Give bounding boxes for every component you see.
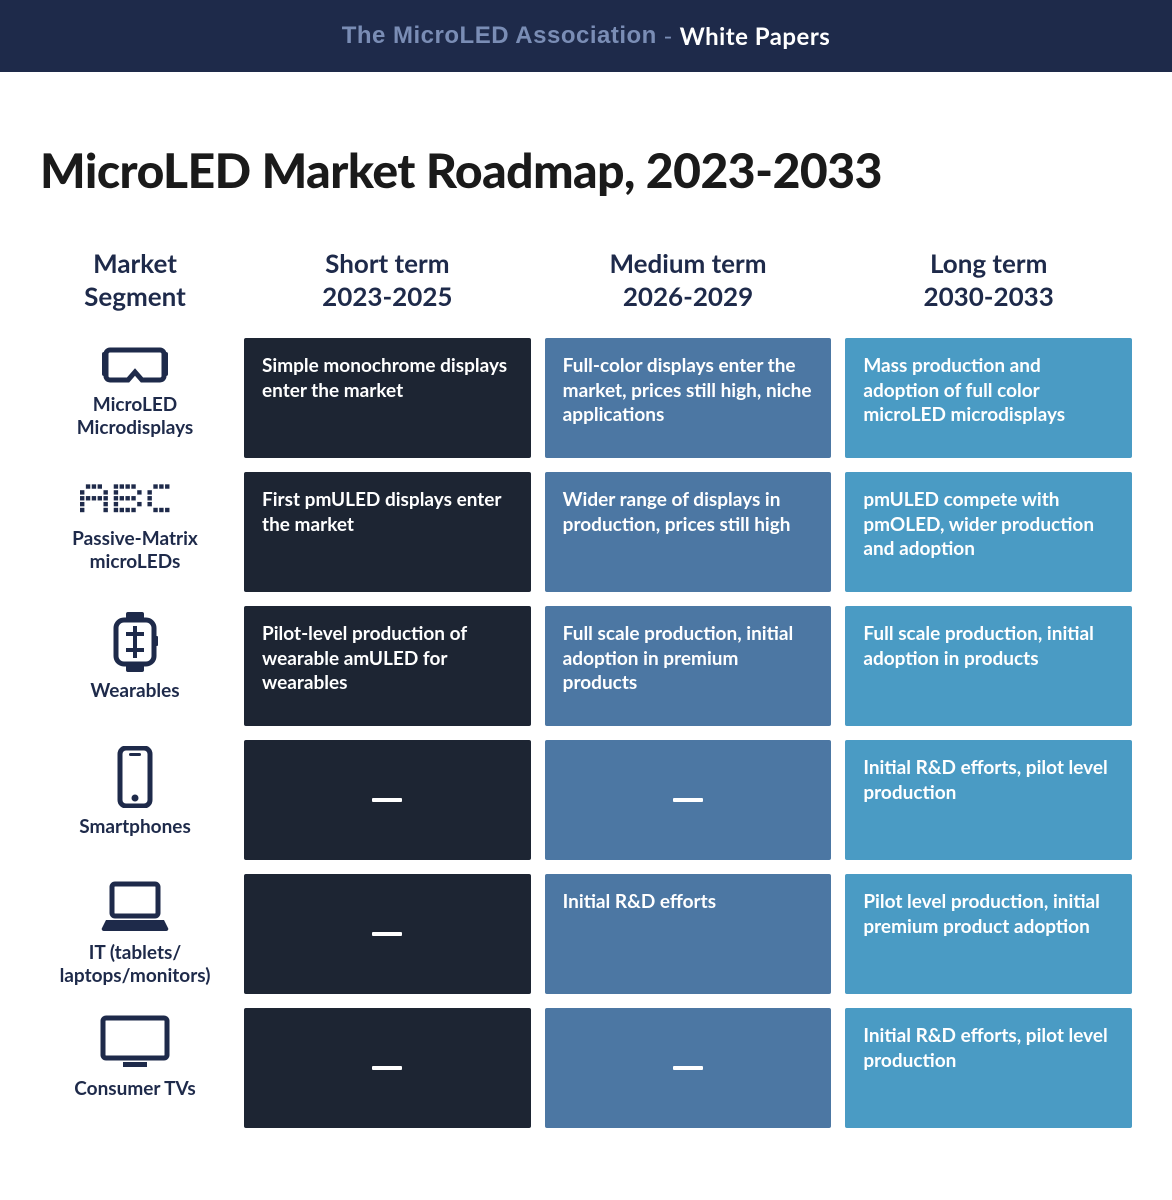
column-header-term: Long term2030-2033 <box>845 247 1132 324</box>
header-prefix: The MicroLED Association <box>342 22 657 50</box>
dash-icon <box>372 1066 402 1070</box>
roadmap-cell: Initial R&D efforts, pilot level product… <box>845 1008 1132 1128</box>
laptop-icon <box>100 880 170 942</box>
roadmap-cell: Full scale production, initial adoption … <box>845 606 1132 726</box>
roadmap-cell-text: Pilot-level production of wearable amULE… <box>262 622 467 694</box>
segment-label: Passive-Matrix microLEDs <box>72 528 198 574</box>
roadmap-cell: First pmULED displays enter the market <box>244 472 531 592</box>
segment-label-cell: Consumer TVs <box>40 1008 230 1128</box>
segment-label-cell: Wearables <box>40 606 230 726</box>
roadmap-cell <box>244 1008 531 1128</box>
dash-icon <box>673 798 703 802</box>
roadmap-cell: Mass production and adoption of full col… <box>845 338 1132 458</box>
roadmap-cell-text: Full-color displays enter the market, pr… <box>563 354 812 426</box>
segment-label: Consumer TVs <box>74 1078 195 1101</box>
roadmap-cell: Full scale production, initial adoption … <box>545 606 832 726</box>
column-header-line2: 2026-2029 <box>545 280 832 313</box>
dash-icon <box>673 1066 703 1070</box>
roadmap-cell-text: Pilot level production, initial premium … <box>863 890 1100 938</box>
roadmap-grid: MarketSegmentShort term2023-2025Medium t… <box>40 247 1132 1128</box>
column-header-segment: MarketSegment <box>40 247 230 324</box>
roadmap-cell: Initial R&D efforts, pilot level product… <box>845 740 1132 860</box>
column-header-line1: Short term <box>244 247 531 280</box>
segment-label-cell: Smartphones <box>40 740 230 860</box>
roadmap-cell <box>244 874 531 994</box>
tv-icon <box>99 1014 171 1078</box>
header-suffix: White Papers <box>680 22 831 51</box>
roadmap-cell: Initial R&D efforts <box>545 874 832 994</box>
roadmap-cell-text: Full scale production, initial adoption … <box>563 622 794 694</box>
column-header-line2: 2023-2025 <box>244 280 531 313</box>
page-body: MicroLED Market Roadmap, 2023-2033 Marke… <box>0 72 1172 1168</box>
column-header-line1: Medium term <box>545 247 832 280</box>
column-header-line2: Segment <box>40 280 230 313</box>
roadmap-cell-text: Initial R&D efforts, pilot level product… <box>863 756 1107 804</box>
roadmap-cell-text: Simple monochrome displays enter the mar… <box>262 354 507 402</box>
header-separator: - <box>657 22 680 51</box>
roadmap-cell-text: Initial R&D efforts <box>563 890 716 913</box>
segment-label: Wearables <box>90 680 179 703</box>
roadmap-cell-text: Full scale production, initial adoption … <box>863 622 1094 670</box>
dotmatrix-icon <box>80 478 190 528</box>
segment-label: MicroLED Microdisplays <box>77 394 194 440</box>
segment-label-cell: Passive-Matrix microLEDs <box>40 472 230 592</box>
roadmap-cell-text: Mass production and adoption of full col… <box>863 354 1065 426</box>
segment-label-cell: IT (tablets/ laptops/monitors) <box>40 874 230 994</box>
column-header-line1: Market <box>40 247 230 280</box>
roadmap-cell-text: First pmULED displays enter the market <box>262 488 501 536</box>
roadmap-cell: Simple monochrome displays enter the mar… <box>244 338 531 458</box>
roadmap-cell: Wider range of displays in production, p… <box>545 472 832 592</box>
dash-icon <box>372 798 402 802</box>
roadmap-cell <box>244 740 531 860</box>
vr-icon <box>100 344 170 394</box>
page-title: MicroLED Market Roadmap, 2023-2033 <box>40 142 1132 199</box>
phone-icon <box>117 746 153 816</box>
segment-label-cell: MicroLED Microdisplays <box>40 338 230 458</box>
roadmap-cell <box>545 1008 832 1128</box>
column-header-term: Short term2023-2025 <box>244 247 531 324</box>
roadmap-cell-text: Initial R&D efforts, pilot level product… <box>863 1024 1107 1072</box>
segment-label: IT (tablets/ laptops/monitors) <box>60 942 211 988</box>
column-header-term: Medium term2026-2029 <box>545 247 832 324</box>
roadmap-cell: pmULED compete with pmOLED, wider produc… <box>845 472 1132 592</box>
column-header-line1: Long term <box>845 247 1132 280</box>
roadmap-cell <box>545 740 832 860</box>
roadmap-cell: Pilot-level production of wearable amULE… <box>244 606 531 726</box>
watch-icon <box>108 612 162 680</box>
roadmap-cell: Full-color displays enter the market, pr… <box>545 338 832 458</box>
roadmap-cell: Pilot level production, initial premium … <box>845 874 1132 994</box>
roadmap-cell-text: Wider range of displays in production, p… <box>563 488 791 536</box>
segment-label: Smartphones <box>79 816 191 839</box>
top-header-bar: The MicroLED Association - White Papers <box>0 0 1172 72</box>
column-header-line2: 2030-2033 <box>845 280 1132 313</box>
dash-icon <box>372 932 402 936</box>
roadmap-cell-text: pmULED compete with pmOLED, wider produc… <box>863 488 1094 560</box>
